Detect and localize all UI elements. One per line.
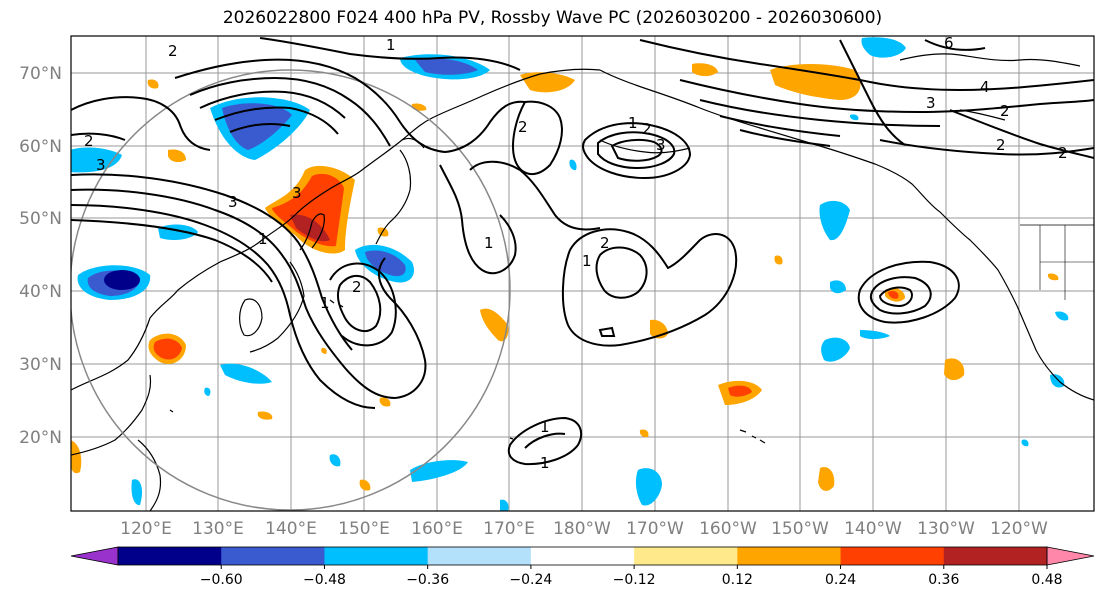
contour-label: 2 — [1058, 144, 1068, 162]
contour-label: 2 — [996, 136, 1006, 154]
colorbar-swatch — [221, 547, 325, 565]
colorbar-swatch — [737, 547, 842, 565]
colorbar-swatch — [840, 547, 945, 565]
contour-label: 2 — [600, 234, 610, 252]
colorbar-frame — [117, 546, 1048, 566]
lat-tick-label: 40°N — [19, 282, 62, 302]
pv-contours — [71, 37, 1094, 466]
lon-tick-label: 130°W — [917, 519, 975, 539]
colorbar-tick-label: −0.12 — [613, 572, 656, 588]
colorbar-tick-label: −0.36 — [406, 572, 449, 588]
colorbar: −0.60 −0.48 −0.36 −0.24 −0.12 0.12 0.24 0.36 0.4… — [70, 546, 1095, 588]
contour-label: 6 — [944, 34, 954, 52]
lon-tick-label: 150°W — [771, 519, 829, 539]
lat-tick-label: 30°N — [19, 355, 62, 375]
lat-tick-label: 20°N — [19, 428, 62, 448]
colorbar-tick-label: −0.24 — [509, 572, 552, 588]
contour-label: 3 — [96, 156, 106, 174]
colorbar-swatch — [427, 547, 532, 565]
contour-label: 1 — [540, 454, 550, 472]
contour-label: 2 — [1000, 102, 1010, 120]
contour-label: 1 — [386, 36, 396, 54]
colorbar-swatch — [530, 547, 635, 565]
colorbar-tick-label: 0.12 — [722, 572, 753, 588]
lon-tick-label: 140°E — [265, 519, 317, 539]
colorbar-tick-label: 0.48 — [1031, 572, 1062, 588]
colorbar-tick-label: −0.48 — [303, 572, 346, 588]
contour-label: 4 — [980, 78, 990, 96]
contour-label: 1 — [320, 294, 330, 312]
colorbar-swatch — [634, 547, 738, 565]
colorbar-swatch — [324, 547, 429, 565]
lon-tick-label: 160°W — [699, 519, 757, 539]
contour-label: 1 — [484, 234, 494, 252]
lon-tick-label: 170°E — [483, 519, 535, 539]
colorbar-tick-label: 0.24 — [825, 572, 856, 588]
contour-label: 1 — [582, 252, 592, 270]
lon-tick-label: 160°E — [411, 519, 463, 539]
contour-label: 2 — [642, 120, 652, 138]
lon-tick-label: 130°E — [192, 519, 244, 539]
colorbar-swatch — [118, 547, 222, 565]
contour-label: 3 — [292, 184, 302, 202]
contour-label: 1 — [258, 230, 268, 248]
rossby-circle — [71, 69, 511, 511]
colorbar-tick-label: −0.60 — [200, 572, 243, 588]
longitude-labels: 120°E 130°E 140°E 150°E 160°E 170°E 180°… — [120, 519, 1048, 539]
contour-label: 1 — [540, 418, 550, 436]
lon-tick-label: 150°E — [338, 519, 390, 539]
lat-tick-label: 50°N — [19, 209, 62, 229]
lon-tick-label: 140°W — [844, 519, 902, 539]
contour-label: 2 — [84, 132, 94, 150]
contour-label: 2 — [168, 42, 178, 60]
colorbar-extend-low — [70, 546, 119, 566]
contour-label: 3 — [926, 94, 936, 112]
lon-tick-label: 120°E — [120, 519, 172, 539]
map-frame — [70, 35, 1095, 512]
colorbar-extend-high — [1046, 546, 1095, 566]
lon-tick-label: 170°W — [626, 519, 684, 539]
contour-label: 3 — [656, 136, 666, 154]
colorbar-tick-label: 0.36 — [928, 572, 959, 588]
contour-labels: 2 3 1 2 1 3 2 1 3 2 1 1 2 1 1 1 2 3 2 2 … — [84, 34, 1068, 472]
chart-title: 2026022800 F024 400 hPa PV, Rossby Wave … — [222, 8, 883, 28]
lat-tick-label: 60°N — [19, 137, 62, 157]
contour-label: 3 — [228, 193, 238, 211]
lon-tick-label: 180°W — [553, 519, 611, 539]
contour-label: 1 — [628, 114, 638, 132]
colorbar-swatch — [943, 547, 1048, 565]
lon-tick-label: 120°W — [990, 519, 1048, 539]
latitude-labels: 70°N 60°N 50°N 40°N 30°N 20°N — [19, 64, 62, 448]
contour-label: 2 — [352, 278, 362, 296]
contour-label: 2 — [518, 118, 528, 136]
lat-tick-label: 70°N — [19, 64, 62, 84]
negative-anomaly-shading — [71, 37, 1069, 511]
